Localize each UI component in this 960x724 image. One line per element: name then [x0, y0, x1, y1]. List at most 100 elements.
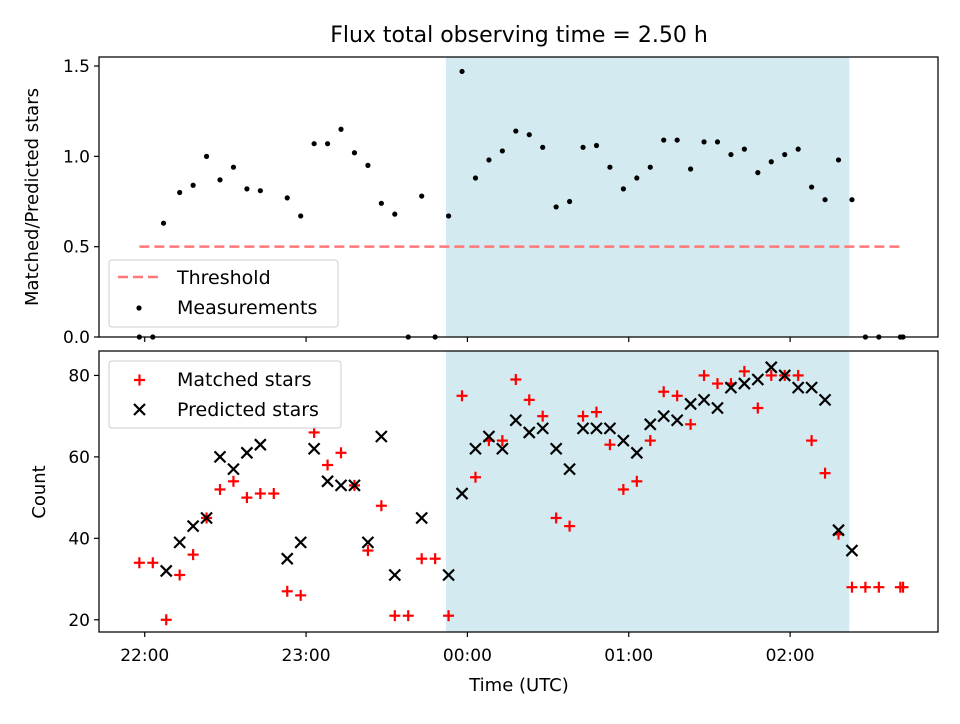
measurement-point [755, 170, 761, 176]
measurement-point [795, 146, 801, 152]
measurement-point [580, 144, 586, 150]
measurement-point [741, 146, 747, 152]
chart-title: Flux total observing time = 2.50 h [330, 23, 708, 48]
panel-count-y-axis-label: Count [29, 465, 50, 518]
predicted-point [509, 413, 523, 427]
measurement-point [419, 193, 425, 199]
matched-point [564, 520, 576, 532]
predicted-point [711, 401, 724, 415]
predicted-point [657, 409, 670, 423]
predicted-point [334, 479, 348, 492]
measurement-point [835, 157, 842, 163]
matched-point [496, 435, 508, 447]
measurement-point [782, 151, 788, 158]
measurement-point [714, 139, 721, 145]
matched-point [322, 459, 334, 471]
predicted-point [227, 462, 240, 476]
matched-point [254, 488, 266, 500]
measurement-point [257, 188, 263, 194]
predicted-point [805, 381, 818, 394]
measurement-point [338, 126, 344, 132]
matched-point [227, 475, 239, 487]
measurement-point [701, 139, 707, 145]
matched-point [443, 610, 455, 622]
legend-predicted-swatch [133, 403, 146, 416]
measurement-point [553, 204, 559, 210]
measurement-point [472, 175, 479, 181]
legend-count-box [108, 360, 342, 429]
matched-point [214, 483, 226, 495]
matched-point [658, 386, 670, 398]
measurement-point [190, 182, 196, 188]
x-tick-label: 00:00 [443, 646, 492, 666]
measurement-point [513, 128, 519, 134]
predicted-point [549, 442, 563, 456]
measurement-point [566, 198, 573, 205]
matched-point [147, 557, 159, 569]
predicted-point [563, 462, 576, 476]
observing-window-shade [445, 351, 850, 632]
panel-count-x-ticks: 22:00 23:00 00:00 01:00 02:00 [120, 632, 815, 666]
predicted-point [576, 422, 590, 435]
predicted-point [186, 519, 200, 533]
matched-point [456, 390, 468, 402]
matched-point [416, 553, 428, 565]
matched-point [389, 610, 401, 622]
legend-matched-label: Matched stars [177, 369, 311, 391]
matched-point [187, 549, 199, 561]
matched-point [577, 410, 589, 422]
predicted-point [832, 523, 845, 537]
matched-point [873, 581, 885, 593]
matched-point [375, 500, 387, 512]
legend-ratio-box [108, 259, 339, 328]
measurement-point [324, 141, 331, 147]
y-tick-label: 1.0 [63, 147, 90, 167]
predicted-point [724, 381, 738, 394]
predicted-point [496, 442, 509, 456]
matched-point [160, 614, 172, 626]
matched-point [133, 557, 145, 569]
measurement-point [284, 195, 290, 201]
measurement-point [351, 150, 358, 156]
matched-point [295, 589, 307, 601]
predicted-point [697, 393, 711, 407]
matched-point [510, 374, 522, 386]
panel-ratio-y-ticks: 0.0 0.5 1.0 1.5 [63, 57, 99, 348]
measurement-point [392, 211, 398, 217]
y-tick-label: 80 [68, 366, 90, 386]
matched-point [268, 488, 280, 500]
measurement-point [365, 162, 371, 168]
y-tick-label: 0.0 [63, 328, 90, 348]
measurement-point [661, 137, 667, 143]
predicted-point [348, 479, 361, 492]
measurement-point [378, 200, 384, 206]
matched-point [590, 406, 602, 418]
y-tick-label: 40 [68, 529, 90, 549]
panel-ratio: 0.0 0.5 1.0 1.5 Matched/Predicted stars Thr… [22, 56, 939, 348]
matched-point [671, 390, 683, 402]
legend-threshold-label: Threshold [176, 267, 271, 289]
matched-point [738, 365, 750, 377]
panel-ratio-y-axis-label: Matched/Predicted stars [22, 88, 43, 306]
predicted-point [764, 361, 778, 374]
measurement-point [445, 213, 452, 219]
measurement-point [311, 141, 317, 147]
measurement-point [647, 164, 653, 170]
predicted-point [845, 544, 859, 557]
matched-point [897, 581, 909, 593]
legend-matched-swatch [134, 374, 145, 386]
predicted-point [294, 536, 307, 549]
measurement-point [849, 197, 855, 203]
measurement-point [486, 157, 492, 163]
predicted-point [173, 536, 186, 549]
panel-count-y-ticks: 20 40 60 80 [68, 366, 99, 631]
predicted-point [254, 438, 267, 451]
predicted-point [536, 422, 549, 435]
predicted-point [200, 511, 213, 525]
matched-point [550, 512, 562, 524]
predicted-point [603, 422, 617, 435]
panel-count: 20 40 60 80 22:00 23:00 00:00 01:00 02:00 Count… [29, 350, 939, 666]
measurement-point [526, 132, 532, 138]
measurement-point [809, 184, 815, 190]
matched-point [819, 467, 831, 479]
